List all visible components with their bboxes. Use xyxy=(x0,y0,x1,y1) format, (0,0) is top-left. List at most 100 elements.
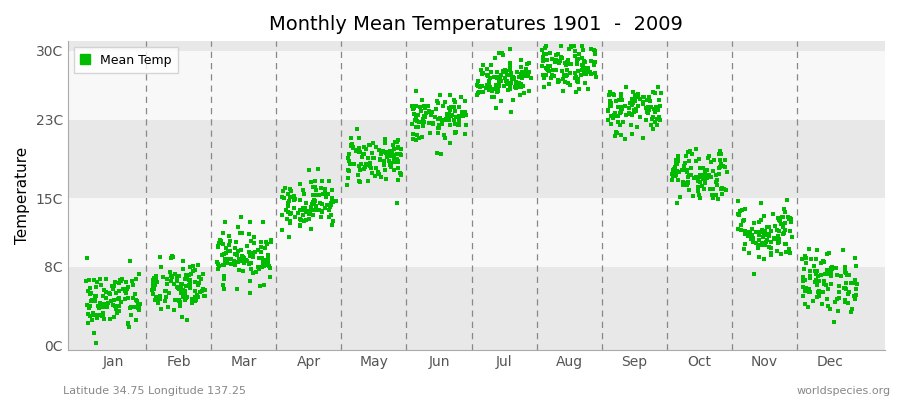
Point xyxy=(119,279,133,285)
Point xyxy=(390,200,404,206)
Point xyxy=(619,84,634,90)
Point xyxy=(683,148,698,154)
Point xyxy=(537,83,552,90)
Point xyxy=(126,282,140,288)
Point xyxy=(98,295,112,302)
Point xyxy=(482,80,497,86)
Point xyxy=(417,113,431,119)
Point xyxy=(166,306,181,313)
Point xyxy=(848,296,862,303)
Point xyxy=(502,60,517,66)
Point xyxy=(648,109,662,115)
Point xyxy=(824,273,838,279)
Point xyxy=(302,210,316,217)
Point xyxy=(575,67,590,74)
Point xyxy=(778,249,793,255)
Point xyxy=(640,109,654,115)
Point xyxy=(688,146,703,152)
Point xyxy=(216,282,230,288)
Point xyxy=(408,117,422,124)
Point xyxy=(713,164,727,171)
Point xyxy=(369,144,383,150)
Point xyxy=(503,82,517,88)
Point xyxy=(112,294,127,301)
Point xyxy=(355,160,369,167)
Point xyxy=(216,241,230,248)
Point xyxy=(848,255,862,261)
Point xyxy=(426,120,440,126)
Point xyxy=(754,216,769,223)
Point xyxy=(821,303,835,309)
Point xyxy=(383,153,398,159)
Point xyxy=(246,250,260,256)
Point xyxy=(387,153,401,160)
Point xyxy=(752,242,767,248)
Point xyxy=(107,279,122,285)
Point xyxy=(325,197,339,204)
Point xyxy=(391,144,405,150)
Point xyxy=(569,88,583,95)
Point xyxy=(83,290,97,297)
Point xyxy=(411,112,426,118)
Point xyxy=(434,150,448,157)
Point xyxy=(812,288,826,294)
Point xyxy=(714,161,728,167)
Point xyxy=(822,269,836,276)
Point xyxy=(812,293,826,300)
Point xyxy=(754,229,769,235)
Point xyxy=(451,122,465,128)
Point xyxy=(825,266,840,272)
Point xyxy=(544,72,559,78)
Point xyxy=(583,70,598,77)
Point xyxy=(610,130,625,136)
Point xyxy=(243,219,257,226)
Point xyxy=(341,168,356,174)
Point xyxy=(507,75,521,81)
Point xyxy=(146,291,160,298)
Point xyxy=(697,176,711,182)
Point xyxy=(394,152,409,159)
Point xyxy=(147,275,161,281)
Point xyxy=(678,160,692,166)
Point xyxy=(829,264,843,271)
Point xyxy=(653,90,668,96)
Point xyxy=(176,294,190,300)
Point xyxy=(665,173,680,180)
Point xyxy=(677,163,691,169)
Point xyxy=(297,204,311,211)
Point xyxy=(499,75,513,82)
Point xyxy=(292,196,307,203)
Point xyxy=(706,168,720,174)
Point xyxy=(506,74,520,80)
Point xyxy=(580,86,595,92)
Point xyxy=(676,182,690,188)
Point xyxy=(802,286,816,292)
Point xyxy=(669,160,683,166)
Point xyxy=(558,78,572,85)
Point xyxy=(777,213,791,220)
Point xyxy=(191,282,205,288)
Point xyxy=(560,67,574,73)
Point xyxy=(571,76,585,82)
Point xyxy=(112,277,127,284)
Point xyxy=(488,55,502,61)
Point xyxy=(447,117,462,123)
Point xyxy=(639,105,653,111)
Point xyxy=(216,262,230,268)
Point xyxy=(700,155,715,161)
Point xyxy=(625,131,639,138)
Point xyxy=(365,140,380,147)
Point xyxy=(636,94,651,100)
Point xyxy=(502,72,517,78)
Point xyxy=(312,207,327,213)
Point xyxy=(709,192,724,198)
Point xyxy=(432,125,446,132)
Point xyxy=(508,80,523,86)
Point xyxy=(737,217,751,223)
Point xyxy=(570,60,584,67)
Point xyxy=(81,288,95,294)
Point xyxy=(252,266,266,272)
Point xyxy=(737,231,751,238)
Point xyxy=(583,46,598,52)
Point xyxy=(571,56,585,63)
